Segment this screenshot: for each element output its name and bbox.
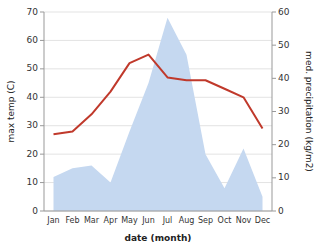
x-tick-label: Mar <box>84 216 100 225</box>
line <box>54 55 263 135</box>
y2-tick-label: 0 <box>278 206 284 216</box>
x-axis-title: date (month) <box>125 233 192 243</box>
y-tick <box>40 125 44 126</box>
x-tick-label: May <box>121 216 138 225</box>
x-tick-label: Oct <box>218 216 232 225</box>
grid-line <box>44 40 272 41</box>
x-tick-label: Jul <box>162 216 173 225</box>
chart: 0 10 20 30 40 50 60 70 0 10 20 30 40 50 60 Jan Feb Mar Apr… <box>0 0 318 247</box>
y-tick-label: 40 <box>27 92 39 102</box>
y2-tick-label: 50 <box>278 40 290 50</box>
y-tick-label: 50 <box>27 63 39 73</box>
y2-axis-title: med. precipitation (kg/m2) <box>304 51 314 172</box>
x-tick-label: Jun <box>141 216 155 225</box>
y2-tick-label: 60 <box>278 7 290 17</box>
y2-tick <box>272 78 276 79</box>
y2-tick <box>272 45 276 46</box>
y-tick <box>40 154 44 155</box>
chart-container: 0 10 20 30 40 50 60 70 0 10 20 30 40 50 60 Jan Feb Mar Apr… <box>0 0 318 247</box>
x-tick-label: Dec <box>255 216 270 225</box>
y-tick-label: 70 <box>27 7 39 17</box>
x-tick-label: Sep <box>198 216 213 225</box>
x-axis-line <box>44 211 272 212</box>
y-tick <box>40 97 44 98</box>
y2-tick <box>272 211 276 212</box>
y2-tick <box>272 144 276 145</box>
y2-tick-label: 30 <box>278 106 290 116</box>
grid <box>44 12 272 211</box>
axes: 0 10 20 30 40 50 60 70 0 10 20 30 40 50 60 Jan Feb Mar Apr… <box>27 7 290 226</box>
plot-area <box>54 18 263 211</box>
x-tick-label: Apr <box>104 216 119 225</box>
y-tick-label: 60 <box>27 35 39 45</box>
y-tick <box>40 68 44 69</box>
y-tick-label: 10 <box>27 177 39 187</box>
y2-tick-label: 40 <box>278 73 290 83</box>
y2-tick-label: 10 <box>278 172 290 182</box>
grid-line <box>44 211 272 212</box>
y-tick-label: 20 <box>27 149 39 159</box>
y-tick-label: 0 <box>32 206 38 216</box>
y2-tick <box>272 111 276 112</box>
area <box>54 18 263 211</box>
y-tick <box>40 12 44 13</box>
y-tick <box>40 40 44 41</box>
x-tick-label: Nov <box>236 216 252 225</box>
grid-line <box>44 12 272 13</box>
y2-tick <box>272 177 276 178</box>
y2-tick <box>272 12 276 13</box>
y-tick <box>40 182 44 183</box>
x-tick-label: Jan <box>46 216 59 225</box>
x-tick-label: Aug <box>179 216 195 225</box>
y2-tick-label: 20 <box>278 139 290 149</box>
y-tick-label: 30 <box>27 120 39 130</box>
y-axis-line <box>44 12 45 211</box>
y-tick <box>40 211 44 212</box>
y-axis-title: max temp (C) <box>6 80 16 142</box>
x-tick-label: Feb <box>65 216 79 225</box>
